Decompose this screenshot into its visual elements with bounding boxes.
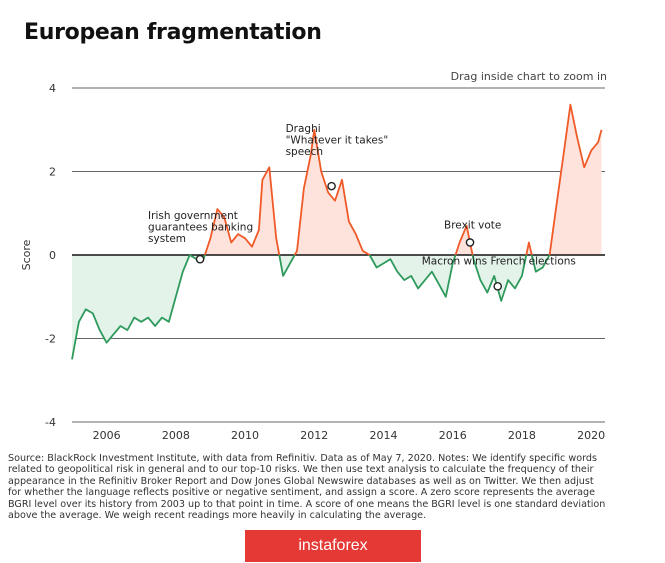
x-tick-label: 2008	[162, 429, 190, 442]
chart-title: European fragmentation	[24, 20, 322, 45]
positive-area	[455, 225, 473, 255]
x-tick-label: 2010	[231, 429, 259, 442]
y-tick-label: -4	[45, 416, 56, 429]
annotation-label: Draghi "Whatever it takes" speech	[286, 123, 389, 158]
negative-area	[531, 255, 550, 272]
negative-area	[72, 255, 190, 360]
annotation-marker[interactable]	[465, 238, 475, 247]
x-tick-label: 2012	[300, 429, 328, 442]
x-tick-label: 2014	[369, 429, 397, 442]
source-note: Source: BlackRock Investment Institute, …	[8, 453, 606, 522]
x-tick-label: 2020	[577, 429, 605, 442]
series-line-positive	[293, 128, 371, 256]
negative-area	[369, 255, 456, 297]
annotation: Brexit vote	[444, 219, 501, 247]
brand-banner: instaforex	[245, 530, 421, 562]
annotation: Irish government guarantees banking system	[148, 210, 253, 264]
x-tick-label: 2016	[439, 429, 467, 442]
brand-label: instaforex	[298, 537, 368, 554]
y-tick-label: 4	[49, 82, 56, 95]
annotation-marker[interactable]	[493, 282, 503, 291]
series-lines	[71, 103, 603, 360]
annotation-label: Macron wins French elections	[422, 255, 576, 267]
positive-area	[294, 129, 370, 255]
series-line-positive	[525, 241, 533, 256]
series-line-positive	[548, 103, 603, 256]
series-line-negative	[530, 254, 551, 273]
annotation-marker[interactable]	[327, 181, 336, 191]
x-tick-labels: 2006 2008 2010 2012 2014 2016 2018 2020	[93, 429, 606, 442]
annotations: Irish government guarantees banking system…	[148, 123, 576, 291]
annotation-marker[interactable]	[195, 254, 205, 264]
annotation-label: Irish government guarantees banking system	[148, 210, 253, 245]
y-axis-label: Score	[20, 239, 33, 270]
y-tick-labels: 4 2 0 -2 -4	[45, 82, 56, 429]
positive-area	[549, 104, 602, 255]
x-tick-label: 2018	[508, 429, 536, 442]
series-line-negative	[368, 254, 457, 298]
positive-area	[204, 167, 280, 255]
annotation: Draghi "Whatever it takes" speech	[286, 123, 389, 191]
chart-area[interactable]: 4 2 0 -2 -4 2006 2008 2010 2012 2014 2016 2018 2020…	[0, 0, 665, 450]
zoom-hint: Drag inside chart to zoom in	[450, 70, 607, 83]
annotation: Macron wins French elections	[422, 255, 576, 291]
series-line-negative	[278, 254, 296, 277]
annotation-label: Brexit vote	[444, 219, 501, 231]
y-tick-label: -2	[45, 333, 56, 346]
x-tick-label: 2006	[93, 429, 121, 442]
y-tick-label: 2	[49, 166, 56, 179]
series-line-negative	[71, 254, 191, 360]
y-tick-label: 0	[49, 249, 56, 262]
series-line-positive	[204, 166, 281, 256]
gridlines	[72, 87, 605, 423]
